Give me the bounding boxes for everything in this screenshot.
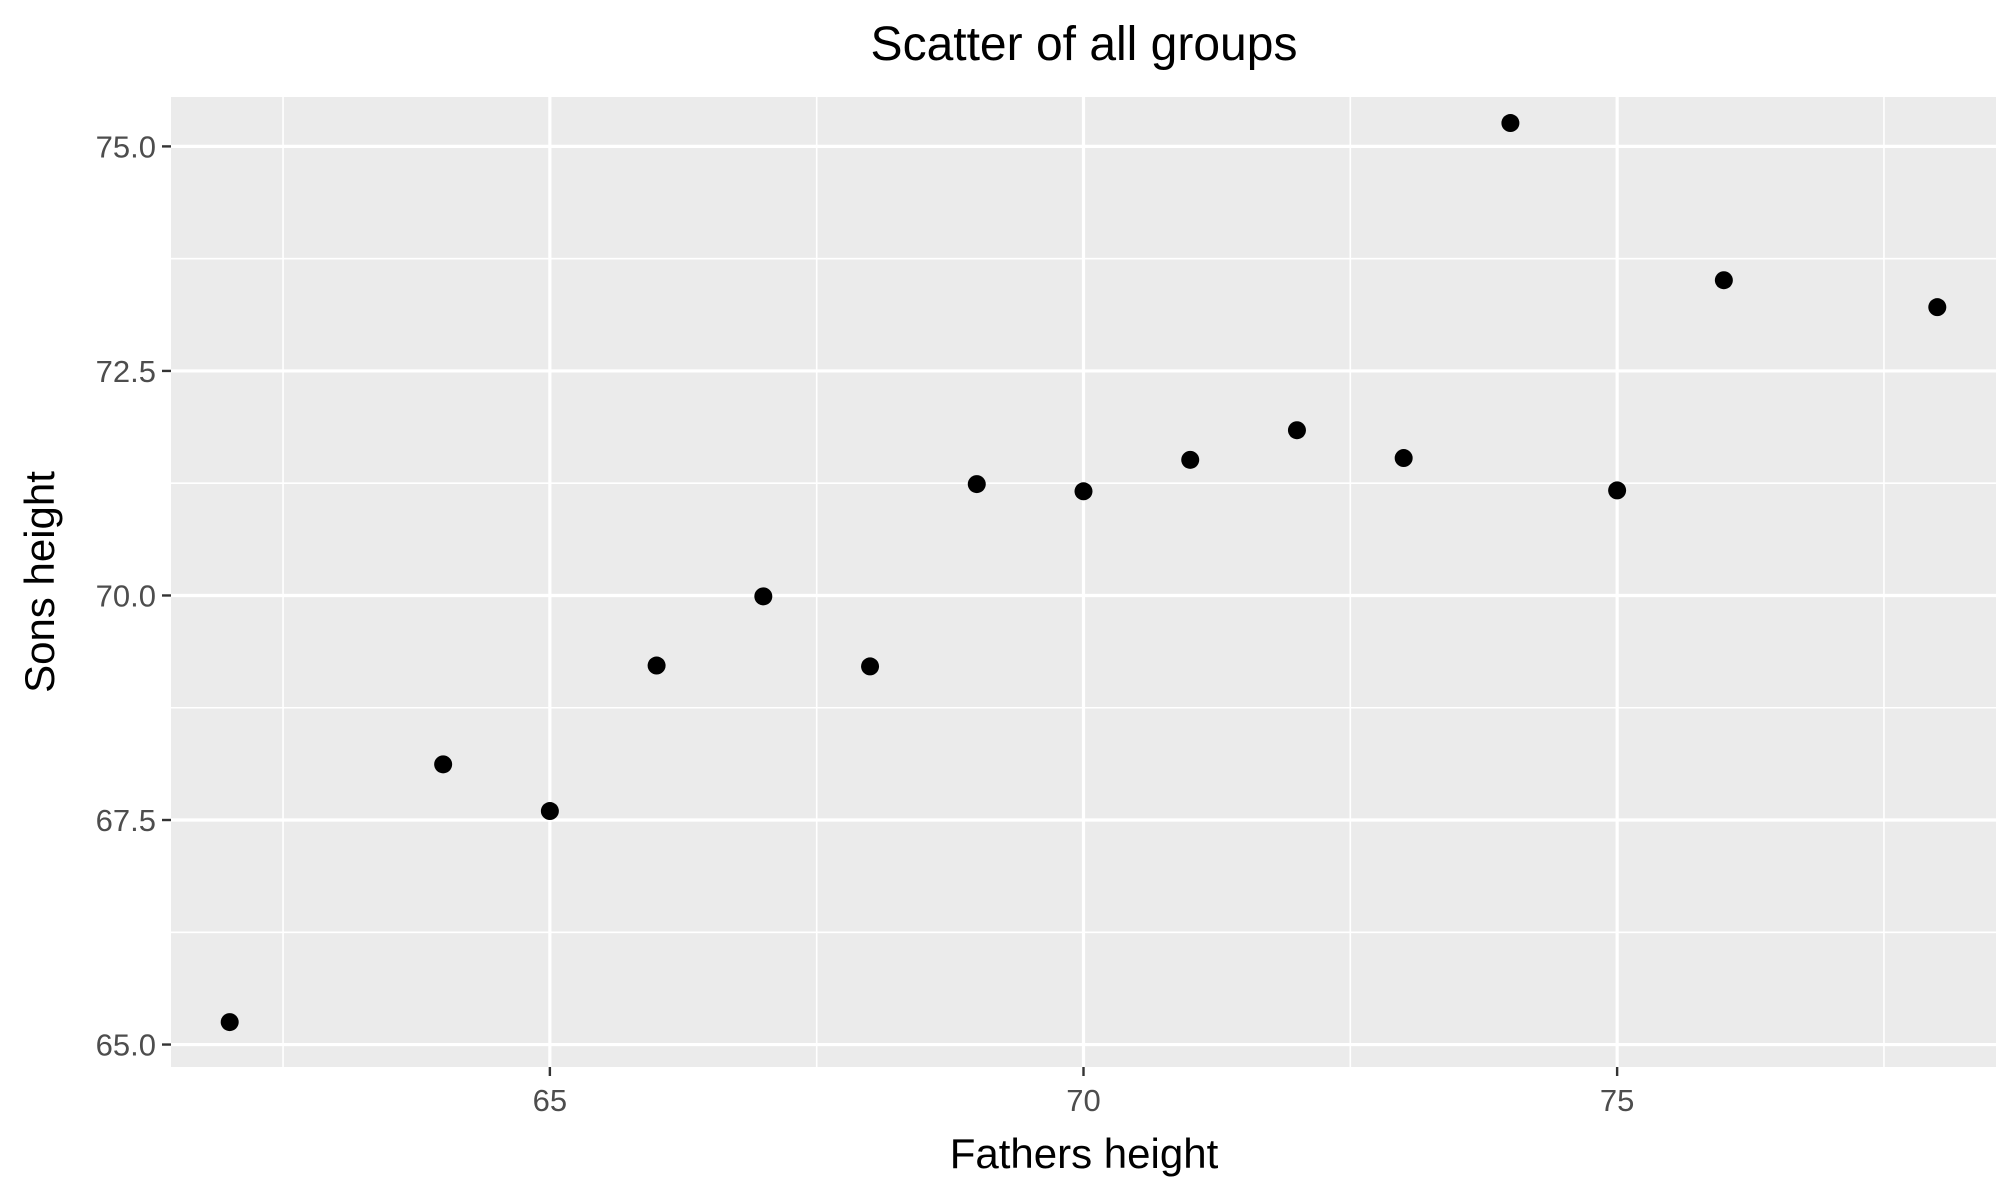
data-point [434, 755, 453, 774]
data-point [1074, 482, 1093, 501]
y-axis: 65.0 67.5 70.0 72.5 75.0 [96, 129, 171, 1063]
y-tick-label: 70.0 [96, 578, 156, 613]
data-point [754, 587, 773, 606]
data-point [1394, 449, 1413, 468]
x-tick-label: 70 [1066, 1083, 1100, 1118]
data-point [1501, 114, 1520, 133]
y-tick-label: 75.0 [96, 129, 156, 164]
data-point [1714, 271, 1733, 290]
data-point [967, 475, 986, 494]
data-point [540, 802, 559, 821]
data-point [647, 656, 666, 675]
data-point [1608, 481, 1627, 500]
y-axis-title: Sons height [16, 471, 63, 693]
x-tick-label: 75 [1600, 1083, 1634, 1118]
data-point [220, 1013, 239, 1032]
x-axis: 65 70 75 [533, 1067, 1634, 1118]
chart-title: Scatter of all groups [871, 18, 1298, 71]
data-point [1181, 450, 1200, 469]
data-point [861, 657, 880, 676]
data-points [220, 114, 1947, 1032]
y-tick-label: 67.5 [96, 803, 156, 838]
x-axis-title: Fathers height [950, 1130, 1219, 1177]
x-tick-label: 65 [533, 1083, 567, 1118]
major-gridlines [171, 97, 1996, 1067]
y-tick-label: 72.5 [96, 354, 156, 389]
y-tick-label: 65.0 [96, 1028, 156, 1063]
data-point [1928, 298, 1947, 317]
data-point [1287, 421, 1306, 440]
